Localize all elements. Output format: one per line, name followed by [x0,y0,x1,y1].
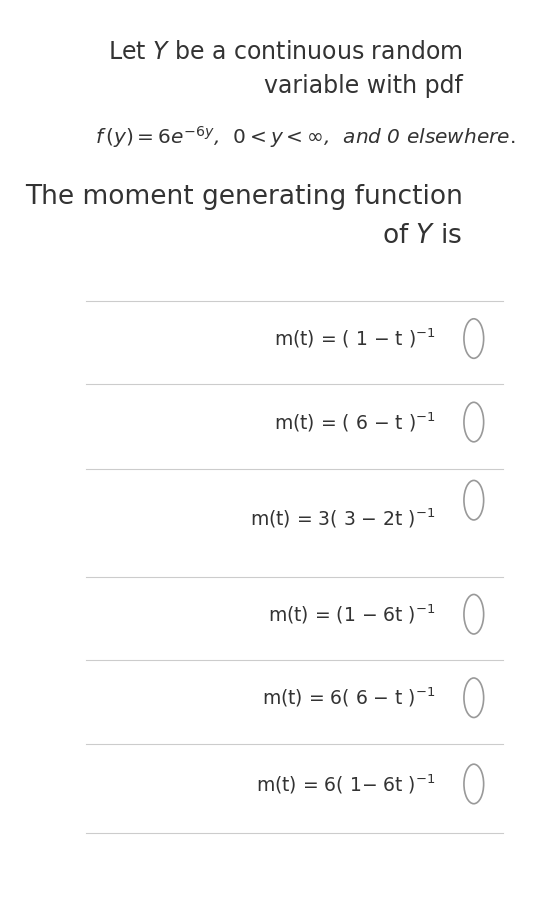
Text: of $Y$ is: of $Y$ is [383,223,462,249]
Text: Let $Y$ be a continuous random: Let $Y$ be a continuous random [108,40,462,65]
Text: m(t) = ( 6 $-$ t )$^{-1}$: m(t) = ( 6 $-$ t )$^{-1}$ [274,410,436,434]
Text: $f\,(y) = 6e^{-6y}$,  $0 < y < \infty$,  and 0 $elsewhere.$: $f\,(y) = 6e^{-6y}$, $0 < y < \infty$, a… [95,124,515,150]
Text: m(t) = 6( 1$-$ 6t )$^{-1}$: m(t) = 6( 1$-$ 6t )$^{-1}$ [256,772,436,796]
Text: m(t) = ( 1 $-$ t )$^{-1}$: m(t) = ( 1 $-$ t )$^{-1}$ [274,327,436,350]
Text: m(t) = 3( 3 $-$ 2t )$^{-1}$: m(t) = 3( 3 $-$ 2t )$^{-1}$ [250,506,436,530]
Text: m(t) = 6( 6 $-$ t )$^{-1}$: m(t) = 6( 6 $-$ t )$^{-1}$ [262,686,436,709]
Text: m(t) = (1 $-$ 6t )$^{-1}$: m(t) = (1 $-$ 6t )$^{-1}$ [268,603,436,626]
Text: The moment generating function: The moment generating function [25,184,462,210]
Text: variable with pdf: variable with pdf [264,74,462,98]
